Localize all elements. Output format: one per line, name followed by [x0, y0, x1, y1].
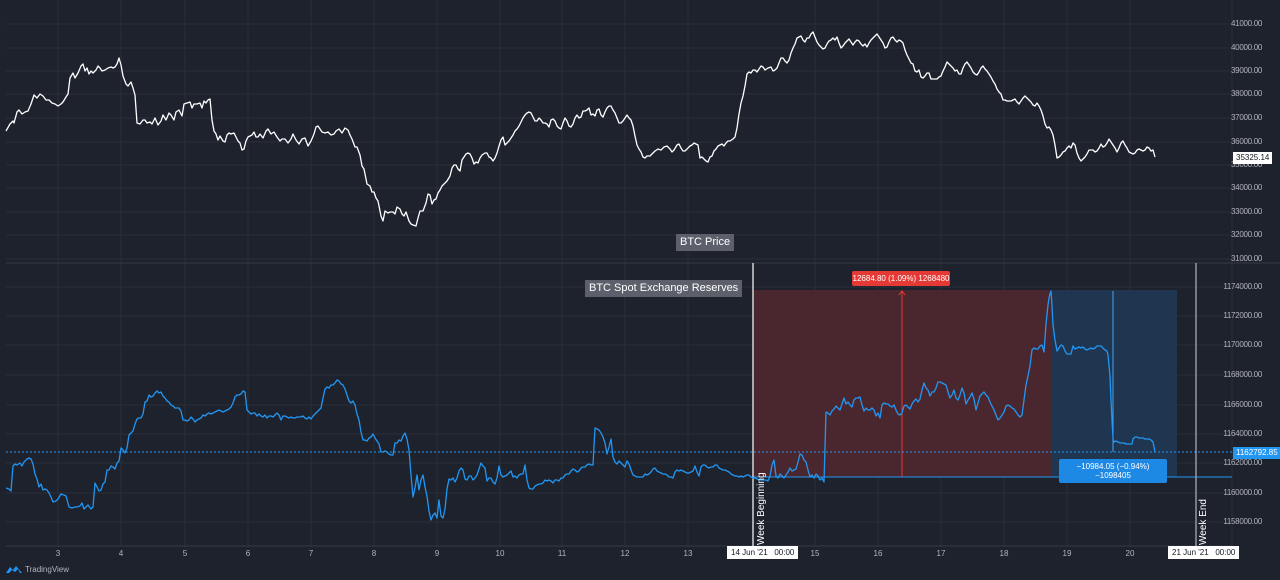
- reserves-axis-label: 1162000.00: [1223, 458, 1262, 467]
- price-axis-label: 39000.00: [1231, 66, 1262, 75]
- x-tick: 12: [620, 549, 630, 558]
- price-horizontal-grid: [6, 23, 1232, 260]
- tradingview-brand[interactable]: TradingView: [6, 565, 69, 574]
- price-axis-label: 31000.00: [1231, 254, 1262, 263]
- x-tick: 3: [55, 549, 61, 558]
- price-axis-label: 38000.00: [1231, 89, 1262, 98]
- week-beginning-date-tag: 14 Jun '21 00:00: [727, 546, 799, 559]
- price-axis-label: 35000.00: [1231, 160, 1262, 169]
- measure-down-label: −10984.05 (−0.94%) −1098405: [1059, 459, 1167, 483]
- price-legend[interactable]: BTC Price: [676, 234, 735, 251]
- x-tick: 10: [495, 549, 505, 558]
- x-tick: 17: [936, 549, 946, 558]
- reserves-legend[interactable]: BTC Spot Exchange Reserves: [585, 280, 743, 297]
- x-tick: 15: [810, 549, 820, 558]
- x-tick: 18: [999, 549, 1009, 558]
- price-axis-label: 37000.00: [1231, 113, 1262, 122]
- x-tick: 5: [182, 549, 188, 558]
- week-beginning-label: Week Beginning: [756, 472, 767, 545]
- price-axis-label: 32000.00: [1231, 230, 1262, 239]
- btc-price-line: [5, 31, 1156, 227]
- price-axis-label: 40000.00: [1231, 43, 1262, 52]
- price-axis-label: 34000.00: [1231, 183, 1262, 192]
- price-last-value-tag: 35325.14: [1233, 152, 1273, 164]
- week-end-date-tag: 21 Jun '21 00:00: [1168, 546, 1240, 559]
- x-tick: 4: [118, 549, 124, 558]
- reserves-axis-label: 1168000.00: [1223, 370, 1262, 379]
- week-end-label: Week End: [1198, 499, 1209, 545]
- x-tick: 8: [371, 549, 377, 558]
- x-tick: 19: [1062, 549, 1072, 558]
- x-tick: 9: [434, 549, 440, 558]
- reserves-last-value-tag: 1162792.85: [1233, 447, 1280, 459]
- measure-down-area[interactable]: [1051, 290, 1177, 477]
- price-axis-label: 36000.00: [1231, 137, 1262, 146]
- reserves-axis-label: 1158000.00: [1223, 517, 1262, 526]
- price-axis-label: 41000.00: [1231, 19, 1262, 28]
- reserves-axis-label: 1174000.00: [1223, 282, 1262, 291]
- brand-label: TradingView: [25, 565, 70, 574]
- btc-reserves-line: [5, 290, 1156, 521]
- x-tick: 6: [245, 549, 251, 558]
- reserves-axis-label: 1164000.00: [1223, 429, 1262, 438]
- reserves-axis-label: 1160000.00: [1223, 488, 1262, 497]
- reserves-axis-label: 1170000.00: [1223, 340, 1262, 349]
- measure-up-arrowhead-icon: [898, 290, 906, 296]
- x-tick: 7: [308, 549, 314, 558]
- x-tick: 16: [873, 549, 883, 558]
- x-tick: 11: [557, 549, 567, 558]
- x-tick: 13: [683, 549, 693, 558]
- x-tick: 20: [1125, 549, 1135, 558]
- reserves-axis-label: 1172000.00: [1223, 311, 1262, 320]
- reserves-axis-label: 1166000.00: [1223, 400, 1262, 409]
- price-axis-label: 33000.00: [1231, 207, 1262, 216]
- measure-up-label: 12684.80 (1.09%) 1268480: [852, 271, 950, 286]
- tradingview-logo-icon: [6, 566, 22, 573]
